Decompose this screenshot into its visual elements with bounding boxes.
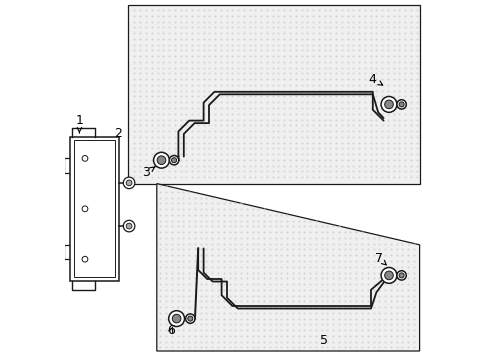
Bar [128, 5, 419, 184]
Circle shape [188, 316, 193, 321]
Circle shape [157, 156, 166, 165]
Circle shape [385, 100, 393, 109]
Circle shape [126, 180, 132, 186]
Circle shape [399, 102, 404, 107]
Circle shape [170, 156, 179, 165]
Bar [71, 137, 119, 281]
Text: 2: 2 [114, 127, 122, 140]
Text: 4: 4 [369, 73, 383, 86]
Circle shape [399, 273, 404, 278]
Circle shape [123, 220, 135, 232]
Circle shape [186, 314, 195, 323]
Circle shape [172, 314, 181, 323]
Circle shape [397, 271, 406, 280]
Text: 5: 5 [320, 334, 328, 347]
Circle shape [397, 100, 406, 109]
Polygon shape [157, 184, 419, 351]
Circle shape [381, 267, 397, 283]
Circle shape [169, 311, 185, 327]
Text: 6: 6 [167, 324, 175, 337]
Circle shape [385, 271, 393, 280]
Circle shape [172, 158, 176, 163]
Bar [74, 140, 116, 277]
Circle shape [123, 177, 135, 189]
Circle shape [126, 223, 132, 229]
Text: 1: 1 [75, 114, 83, 133]
Text: 7: 7 [375, 252, 386, 265]
Circle shape [153, 152, 170, 168]
Text: 3: 3 [142, 166, 155, 179]
Circle shape [381, 96, 397, 112]
